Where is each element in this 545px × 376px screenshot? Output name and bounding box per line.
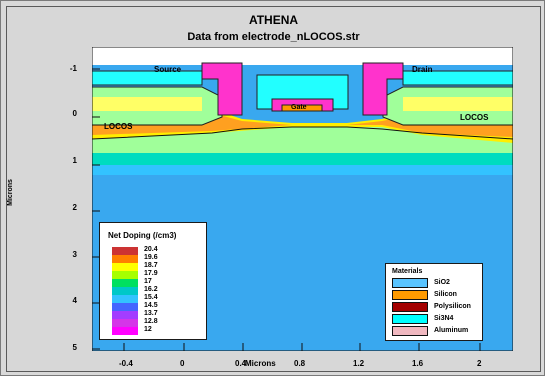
locos-left-label: LOCOS (104, 122, 133, 131)
material-label: Polysilicon (434, 303, 471, 310)
doping-level-label: 15.4 (144, 294, 158, 301)
doping-swatch (112, 255, 138, 263)
doping-swatch (112, 247, 138, 255)
x-tick-label: 1.2 (353, 359, 365, 368)
doping-level-label: 13.7 (144, 310, 158, 317)
doping-swatch (112, 303, 138, 311)
x-tick-label: 1.6 (412, 359, 424, 368)
x-tick-label: 2 (477, 359, 482, 368)
material-swatch (392, 302, 428, 312)
material-swatch (392, 290, 428, 300)
material-swatch (392, 278, 428, 288)
nitride-left (92, 70, 203, 86)
doping-swatch (112, 263, 138, 271)
doping-swatch (112, 279, 138, 287)
plot-panel: ATHENA Data from electrode_nLOCOS.str Mi… (6, 6, 541, 372)
doping-swatch (112, 327, 138, 335)
doping-level-label: 18.7 (144, 262, 158, 269)
doping-layer-teal (92, 153, 513, 165)
gate-label: Gate (291, 104, 307, 111)
drain-label: Drain (412, 65, 433, 74)
gate-orange-core (281, 104, 323, 112)
y-tick-label: -1 (69, 64, 77, 73)
material-swatch (392, 314, 428, 324)
materials-legend: Materials SiO2 Silicon Polysilicon Si3N4… (385, 263, 483, 341)
x-tick-label: 0 (180, 359, 185, 368)
doping-legend-title: Net Doping (/cm3) (108, 231, 177, 240)
material-label: Aluminum (434, 327, 469, 334)
air-region (92, 47, 513, 65)
doping-swatch (112, 311, 138, 319)
doping-legend: Net Doping (/cm3) 20.4 19.6 18.7 17.9 17… (99, 222, 207, 340)
doping-level-label: 16.2 (144, 286, 158, 293)
silicon-interface-line (92, 126, 513, 140)
doping-swatch (112, 271, 138, 279)
doping-swatch (112, 319, 138, 327)
doping-swatch (112, 287, 138, 295)
app-title: ATHENA (248, 13, 299, 27)
x-axis-label: Microns (245, 359, 276, 368)
x-tick-label: 0.8 (294, 359, 306, 368)
doping-level-label: 17 (144, 278, 152, 285)
y-tick-label: 2 (72, 203, 77, 212)
doping-layer-blue (92, 165, 513, 175)
doping-level-label: 12 (144, 326, 152, 333)
doping-level-label: 19.6 (144, 254, 158, 261)
y-axis-label: Microns (6, 179, 14, 206)
source-label: Source (154, 65, 182, 74)
y-tick-label: 0 (72, 109, 77, 118)
material-label: Silicon (434, 291, 457, 298)
material-label: Si3N4 (434, 315, 454, 322)
y-tick-label: 4 (72, 296, 77, 305)
materials-legend-title: Materials (392, 268, 423, 275)
y-tick-label: 5 (72, 343, 77, 352)
drain-contact (362, 62, 404, 116)
material-swatch (392, 326, 428, 336)
doping-level-label: 20.4 (144, 246, 158, 253)
doping-swatch (112, 295, 138, 303)
locos-left-yellow (92, 97, 202, 111)
tick-marks (92, 68, 481, 351)
y-tick-label: 1 (72, 156, 77, 165)
doping-level-label: 14.5 (144, 302, 158, 309)
doping-level-label: 17.9 (144, 270, 158, 277)
plot-subtitle: Data from electrode_nLOCOS.str (187, 31, 360, 43)
locos-right-label: LOCOS (460, 113, 489, 122)
locos-right-yellow (403, 97, 513, 111)
x-tick-label: -0.4 (119, 359, 133, 368)
x-tick-label: 0.4 (235, 359, 247, 368)
material-label: SiO2 (434, 279, 450, 286)
doping-level-label: 12.8 (144, 318, 158, 325)
y-tick-label: 3 (72, 250, 77, 259)
source-contact (201, 62, 243, 116)
